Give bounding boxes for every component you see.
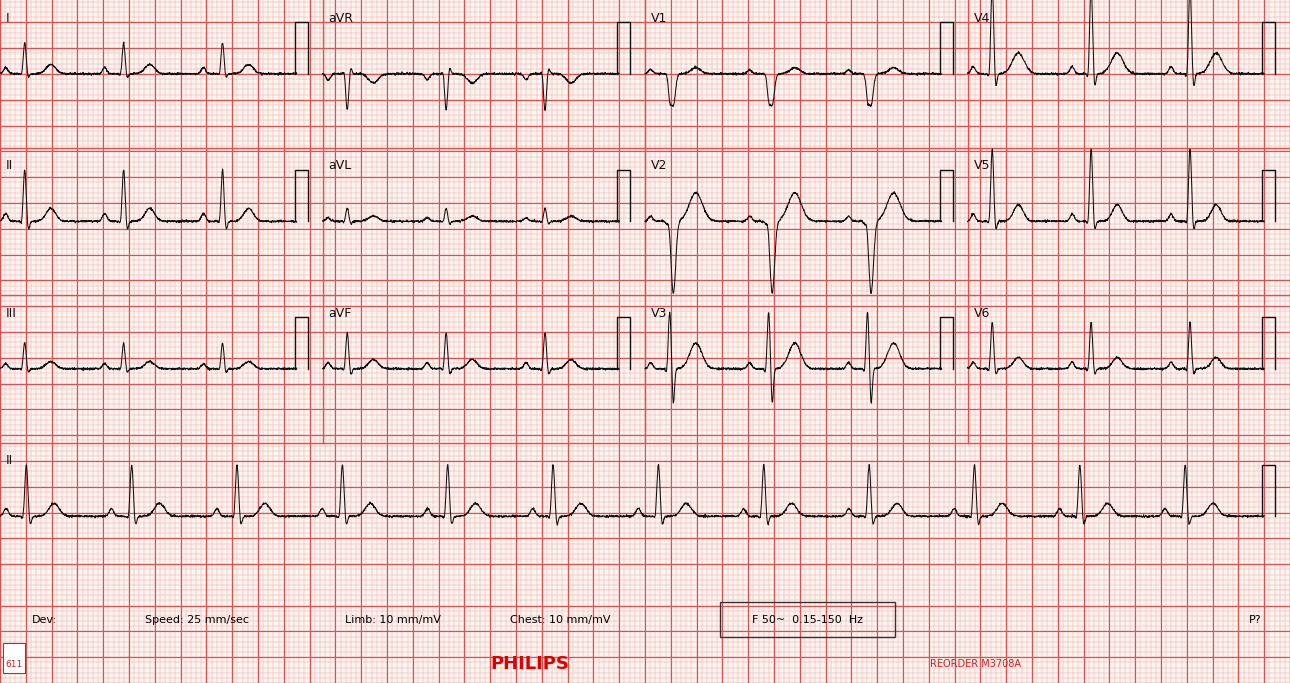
Text: 611: 611 <box>5 660 22 669</box>
Text: Speed: 25 mm/sec: Speed: 25 mm/sec <box>144 615 249 625</box>
Text: aVF: aVF <box>329 307 352 320</box>
Text: III: III <box>6 307 17 320</box>
Text: I: I <box>6 12 9 25</box>
Text: V1: V1 <box>651 12 667 25</box>
Text: V4: V4 <box>974 12 989 25</box>
Text: PHILIPS: PHILIPS <box>490 656 569 673</box>
Bar <box>3 643 25 673</box>
Text: II: II <box>6 454 13 467</box>
Text: Limb: 10 mm/mV: Limb: 10 mm/mV <box>344 615 441 625</box>
Bar <box>720 602 895 637</box>
Text: II: II <box>6 159 13 172</box>
Text: P?: P? <box>1249 615 1262 625</box>
Text: V3: V3 <box>651 307 667 320</box>
Text: REORDER M3708A: REORDER M3708A <box>930 659 1020 669</box>
Text: Chest: 10 mm/mV: Chest: 10 mm/mV <box>510 615 610 625</box>
Text: F 50~  0.15-150  Hz: F 50~ 0.15-150 Hz <box>752 615 863 625</box>
Text: V2: V2 <box>651 159 667 172</box>
Text: aVL: aVL <box>329 159 352 172</box>
Text: V6: V6 <box>974 307 989 320</box>
Text: Dev:: Dev: <box>32 615 57 625</box>
Text: V5: V5 <box>974 159 989 172</box>
Text: aVR: aVR <box>329 12 353 25</box>
